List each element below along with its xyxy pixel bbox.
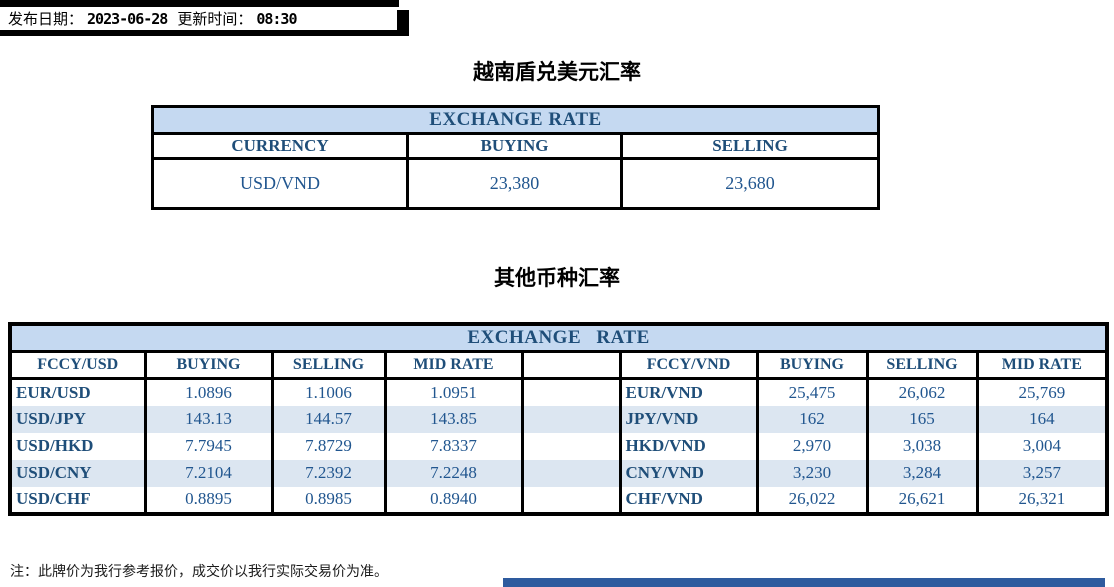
- table2-title: EXCHANGE RATE: [8, 322, 1109, 353]
- currency-pair-cell: USD/CHF: [8, 486, 147, 514]
- column-header-midrate-right: MID RATE: [975, 350, 1109, 380]
- rate-cell: 7.2248: [383, 459, 524, 487]
- rate-cell: 162: [755, 405, 869, 433]
- rate-cell: 1.1006: [270, 378, 387, 406]
- rate-cell: 7.2104: [143, 459, 274, 487]
- gap-header-cell: [520, 350, 622, 380]
- table1-title: EXCHANGE RATE: [151, 105, 880, 135]
- column-header-fccy-usd: FCCY/USD: [8, 350, 147, 380]
- gap-cell: [520, 378, 622, 406]
- rate-cell: 25,475: [755, 378, 869, 406]
- rate-cell: 143.85: [383, 405, 524, 433]
- rate-cell: 1.0896: [143, 378, 274, 406]
- usd-vnd-rate-table: EXCHANGE RATE CURRENCY BUYING SELLING US…: [151, 105, 880, 210]
- column-header-selling: SELLING: [620, 132, 880, 160]
- currency-pair-cell: USD/CNY: [8, 459, 147, 487]
- rate-cell: 7.7945: [143, 432, 274, 460]
- rate-cell: 3,004: [975, 432, 1109, 460]
- rate-cell: 3,257: [975, 459, 1109, 487]
- currency-pair-cell: HKD/VND: [618, 432, 759, 460]
- gap-cell: [520, 486, 622, 514]
- table-row: USD/CNY 7.2104 7.2392 7.2248 CNY/VND 3,2…: [8, 459, 1109, 487]
- column-header-buying: BUYING: [406, 132, 623, 160]
- rate-cell: 144.57: [270, 405, 387, 433]
- gap-cell: [520, 405, 622, 433]
- other-currencies-rate-table: EXCHANGE RATE FCCY/USD BUYING SELLING MI…: [8, 322, 1110, 516]
- rate-cell: 7.8729: [270, 432, 387, 460]
- other-currencies-section-title: 其他币种汇率: [494, 266, 620, 290]
- table-row: USD/HKD 7.7945 7.8729 7.8337 HKD/VND 2,9…: [8, 432, 1109, 460]
- rate-cell: 26,022: [755, 486, 869, 514]
- rate-cell: 26,321: [975, 486, 1109, 514]
- update-time-label: 更新时间：: [177, 12, 253, 28]
- rate-cell: 26,621: [865, 486, 979, 514]
- rate-cell: 7.2392: [270, 459, 387, 487]
- table-row: USD/CHF 0.8895 0.8985 0.8940 CHF/VND 26,…: [8, 486, 1109, 514]
- column-header-selling-left: SELLING: [270, 350, 387, 380]
- rate-cell: 3,284: [865, 459, 979, 487]
- currency-pair-cell: USD/HKD: [8, 432, 147, 460]
- rate-cell: 1.0951: [383, 378, 524, 406]
- disclaimer-note: 注：此牌价为我行参考报价，成交价以我行实际交易价为准。: [10, 565, 388, 580]
- currency-pair-cell: EUR/VND: [618, 378, 759, 406]
- update-time-value: 08:30: [256, 9, 297, 28]
- currency-pair-cell: JPY/VND: [618, 405, 759, 433]
- rate-cell: 3,230: [755, 459, 869, 487]
- partial-next-table-header-bar: [503, 578, 1105, 587]
- rate-cell: 2,970: [755, 432, 869, 460]
- gap-cell: [520, 459, 622, 487]
- rate-cell: 165: [865, 405, 979, 433]
- table-row: EUR/USD 1.0896 1.1006 1.0951 EUR/VND 25,…: [8, 378, 1109, 406]
- column-header-midrate-left: MID RATE: [383, 350, 524, 380]
- rate-cell: 7.8337: [383, 432, 524, 460]
- gap-cell: [520, 432, 622, 460]
- column-header-selling-right: SELLING: [865, 350, 979, 380]
- column-header-fccy-vnd: FCCY/VND: [618, 350, 759, 380]
- rate-cell: 0.8985: [270, 486, 387, 514]
- rate-cell: 164: [975, 405, 1109, 433]
- table-row: USD/VND 23,380 23,680: [151, 157, 880, 210]
- rate-cell: 0.8895: [143, 486, 274, 514]
- currency-pair-cell: USD/VND: [151, 157, 409, 210]
- rate-cell: 143.13: [143, 405, 274, 433]
- column-header-currency: CURRENCY: [151, 132, 409, 160]
- column-header-buying-right: BUYING: [755, 350, 869, 380]
- publish-date-value: 2023-06-28: [87, 9, 168, 28]
- currency-pair-cell: EUR/USD: [8, 378, 147, 406]
- publish-date-label: 发布日期：: [8, 12, 84, 28]
- rate-cell: 3,038: [865, 432, 979, 460]
- currency-pair-cell: CHF/VND: [618, 486, 759, 514]
- currency-pair-cell: USD/JPY: [8, 405, 147, 433]
- rate-cell: 0.8940: [383, 486, 524, 514]
- publish-box-end-bar: [397, 10, 409, 36]
- buying-rate-cell: 23,380: [406, 157, 623, 210]
- rate-cell: 26,062: [865, 378, 979, 406]
- usd-vnd-section-title: 越南盾兑美元汇率: [473, 60, 641, 84]
- table-row: USD/JPY 143.13 144.57 143.85 JPY/VND 162…: [8, 405, 1109, 433]
- rate-cell: 25,769: [975, 378, 1109, 406]
- selling-rate-cell: 23,680: [620, 157, 880, 210]
- currency-pair-cell: CNY/VND: [618, 459, 759, 487]
- publish-info-box: 发布日期： 2023-06-28 更新时间： 08:30: [0, 0, 399, 36]
- column-header-buying-left: BUYING: [143, 350, 274, 380]
